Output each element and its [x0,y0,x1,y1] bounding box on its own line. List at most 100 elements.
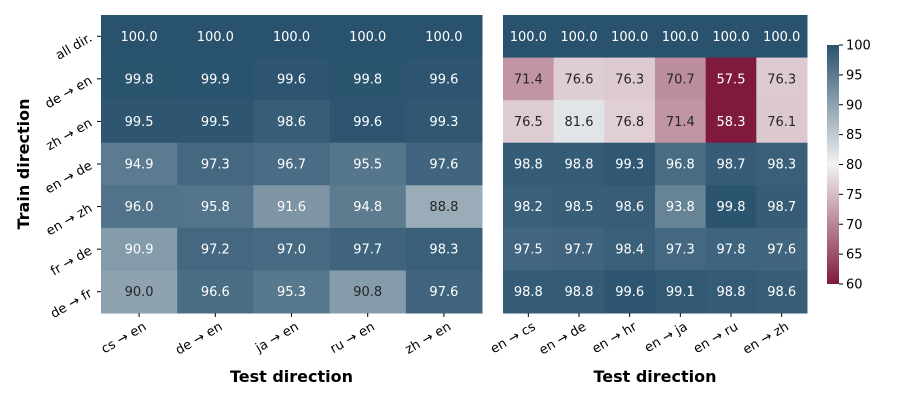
heatmap-cell [553,142,605,186]
cell-value-label: 98.6 [615,200,644,215]
heatmap-cell [177,227,254,271]
heatmap-cell [253,57,331,101]
cell-value-label: 98.7 [717,158,746,173]
heatmap-cell [655,100,707,144]
panels: 100.0 100.0 100.0 100.0 100.0 99.8 99.9 99.6 99.… [99,15,808,386]
cell-value-label: 76.5 [514,115,543,130]
heatmap-cell [756,100,808,144]
cell-value-label: 97.6 [429,158,458,173]
cell-value-label: 99.1 [666,285,695,300]
cell-value-label: 76.8 [615,115,644,130]
cell-value-label: 99.6 [615,285,644,300]
cell-value-label: 76.6 [565,72,594,87]
heatmap-cell [756,185,808,229]
heatmap-cell [329,185,407,229]
cell-value-label: 100.0 [510,30,547,45]
y-tick-label: de → en [43,73,95,112]
heatmap-cell [253,185,331,229]
heatmap-cell [503,15,555,59]
cell-value-label: 95.5 [353,158,382,173]
x-tick-label: en → ja [642,319,690,355]
cell-value-label: 76.3 [615,72,644,87]
cell-value-label: 98.6 [767,285,796,300]
heatmap-cell [329,57,407,101]
cell-value-label: 95.8 [201,200,230,215]
cell-value-label: 100.0 [273,30,310,45]
cell-value-label: 97.6 [767,243,796,258]
cell-value-label: 97.6 [429,285,458,300]
heatmap-cell [405,227,483,271]
heatmap-cell [705,227,757,271]
cell-value-label: 97.3 [201,158,230,173]
heatmap-cell [405,15,483,59]
heatmap-cell [604,142,656,186]
heatmap-cell [503,57,555,101]
heatmap-cell [253,100,331,144]
cell-value-label: 100.0 [560,30,597,45]
x-tick-label: ru → en [328,319,378,356]
heatmap-cell [329,227,407,271]
x-tick-label: en → hr [590,319,640,357]
heatmap-cell [756,270,808,314]
cell-value-label: 96.6 [201,285,230,300]
heatmap-cell [405,270,483,314]
cell-value-label: 99.8 [717,200,746,215]
heatmap-cell [177,100,254,144]
cell-value-label: 90.9 [125,243,154,258]
heatmap-cell [329,100,407,144]
heatmap-cell [705,100,757,144]
cell-value-label: 98.8 [565,158,594,173]
colorbar-tick-label: 80 [846,158,863,173]
colorbar: 60 65 70 75 80 85 90 95 100 [827,39,871,293]
cell-value-label: 98.8 [565,285,594,300]
heatmap-cell [101,270,178,314]
cell-value-label: 96.8 [666,158,695,173]
cell-value-label: 99.5 [201,115,230,130]
cell-value-label: 99.6 [277,72,306,87]
heatmap-cell [503,100,555,144]
cell-value-label: 90.8 [353,285,382,300]
heatmap-cell [503,270,555,314]
cell-value-label: 99.3 [615,158,644,173]
cell-value-label: 81.6 [565,115,594,130]
cell-value-label: 88.8 [429,200,458,215]
colorbar-tick-label: 95 [846,68,863,83]
cell-value-label: 99.8 [353,72,382,87]
y-axis-title: Train direction [14,99,33,230]
heatmap-cell [553,100,605,144]
cell-value-label: 76.1 [767,115,796,130]
cell-value-label: 100.0 [662,30,699,45]
cell-value-label: 96.0 [125,200,154,215]
colorbar-tick-label: 65 [846,248,863,263]
heatmap-cell [253,142,331,186]
cell-value-label: 100.0 [120,30,157,45]
heatmap-cell [553,270,605,314]
cell-value-label: 93.8 [666,200,695,215]
heatmap-cell [604,100,656,144]
cell-value-label: 99.9 [201,72,230,87]
heatmap-cell [604,57,656,101]
heatmap-cell [705,15,757,59]
heatmap-cell [101,100,178,144]
heatmap-cell [177,15,254,59]
colorbar-gradient [827,45,839,284]
x-tick-label: ja → en [252,319,301,356]
heatmap-cell [553,185,605,229]
heatmap-cell [253,227,331,271]
cell-value-label: 94.9 [125,158,154,173]
heatmap-cell [756,15,808,59]
x-axis-title: Test direction [593,367,716,386]
cell-value-label: 98.2 [514,200,543,215]
heatmap-cell [253,270,331,314]
cell-value-label: 97.8 [717,243,746,258]
cell-value-label: 97.3 [666,243,695,258]
cell-value-label: 58.3 [717,115,746,130]
cell-value-label: 100.0 [763,30,800,45]
colorbar-tick-label: 90 [846,98,863,113]
heatmap-cell [405,142,483,186]
heatmap-cell [329,15,407,59]
cell-value-label: 57.5 [717,72,746,87]
heatmap-cell [177,185,254,229]
cell-value-label: 98.4 [615,243,644,258]
row-tick-labels: all dir. de → en zh → en en → de en → zh fr →… [43,31,101,322]
